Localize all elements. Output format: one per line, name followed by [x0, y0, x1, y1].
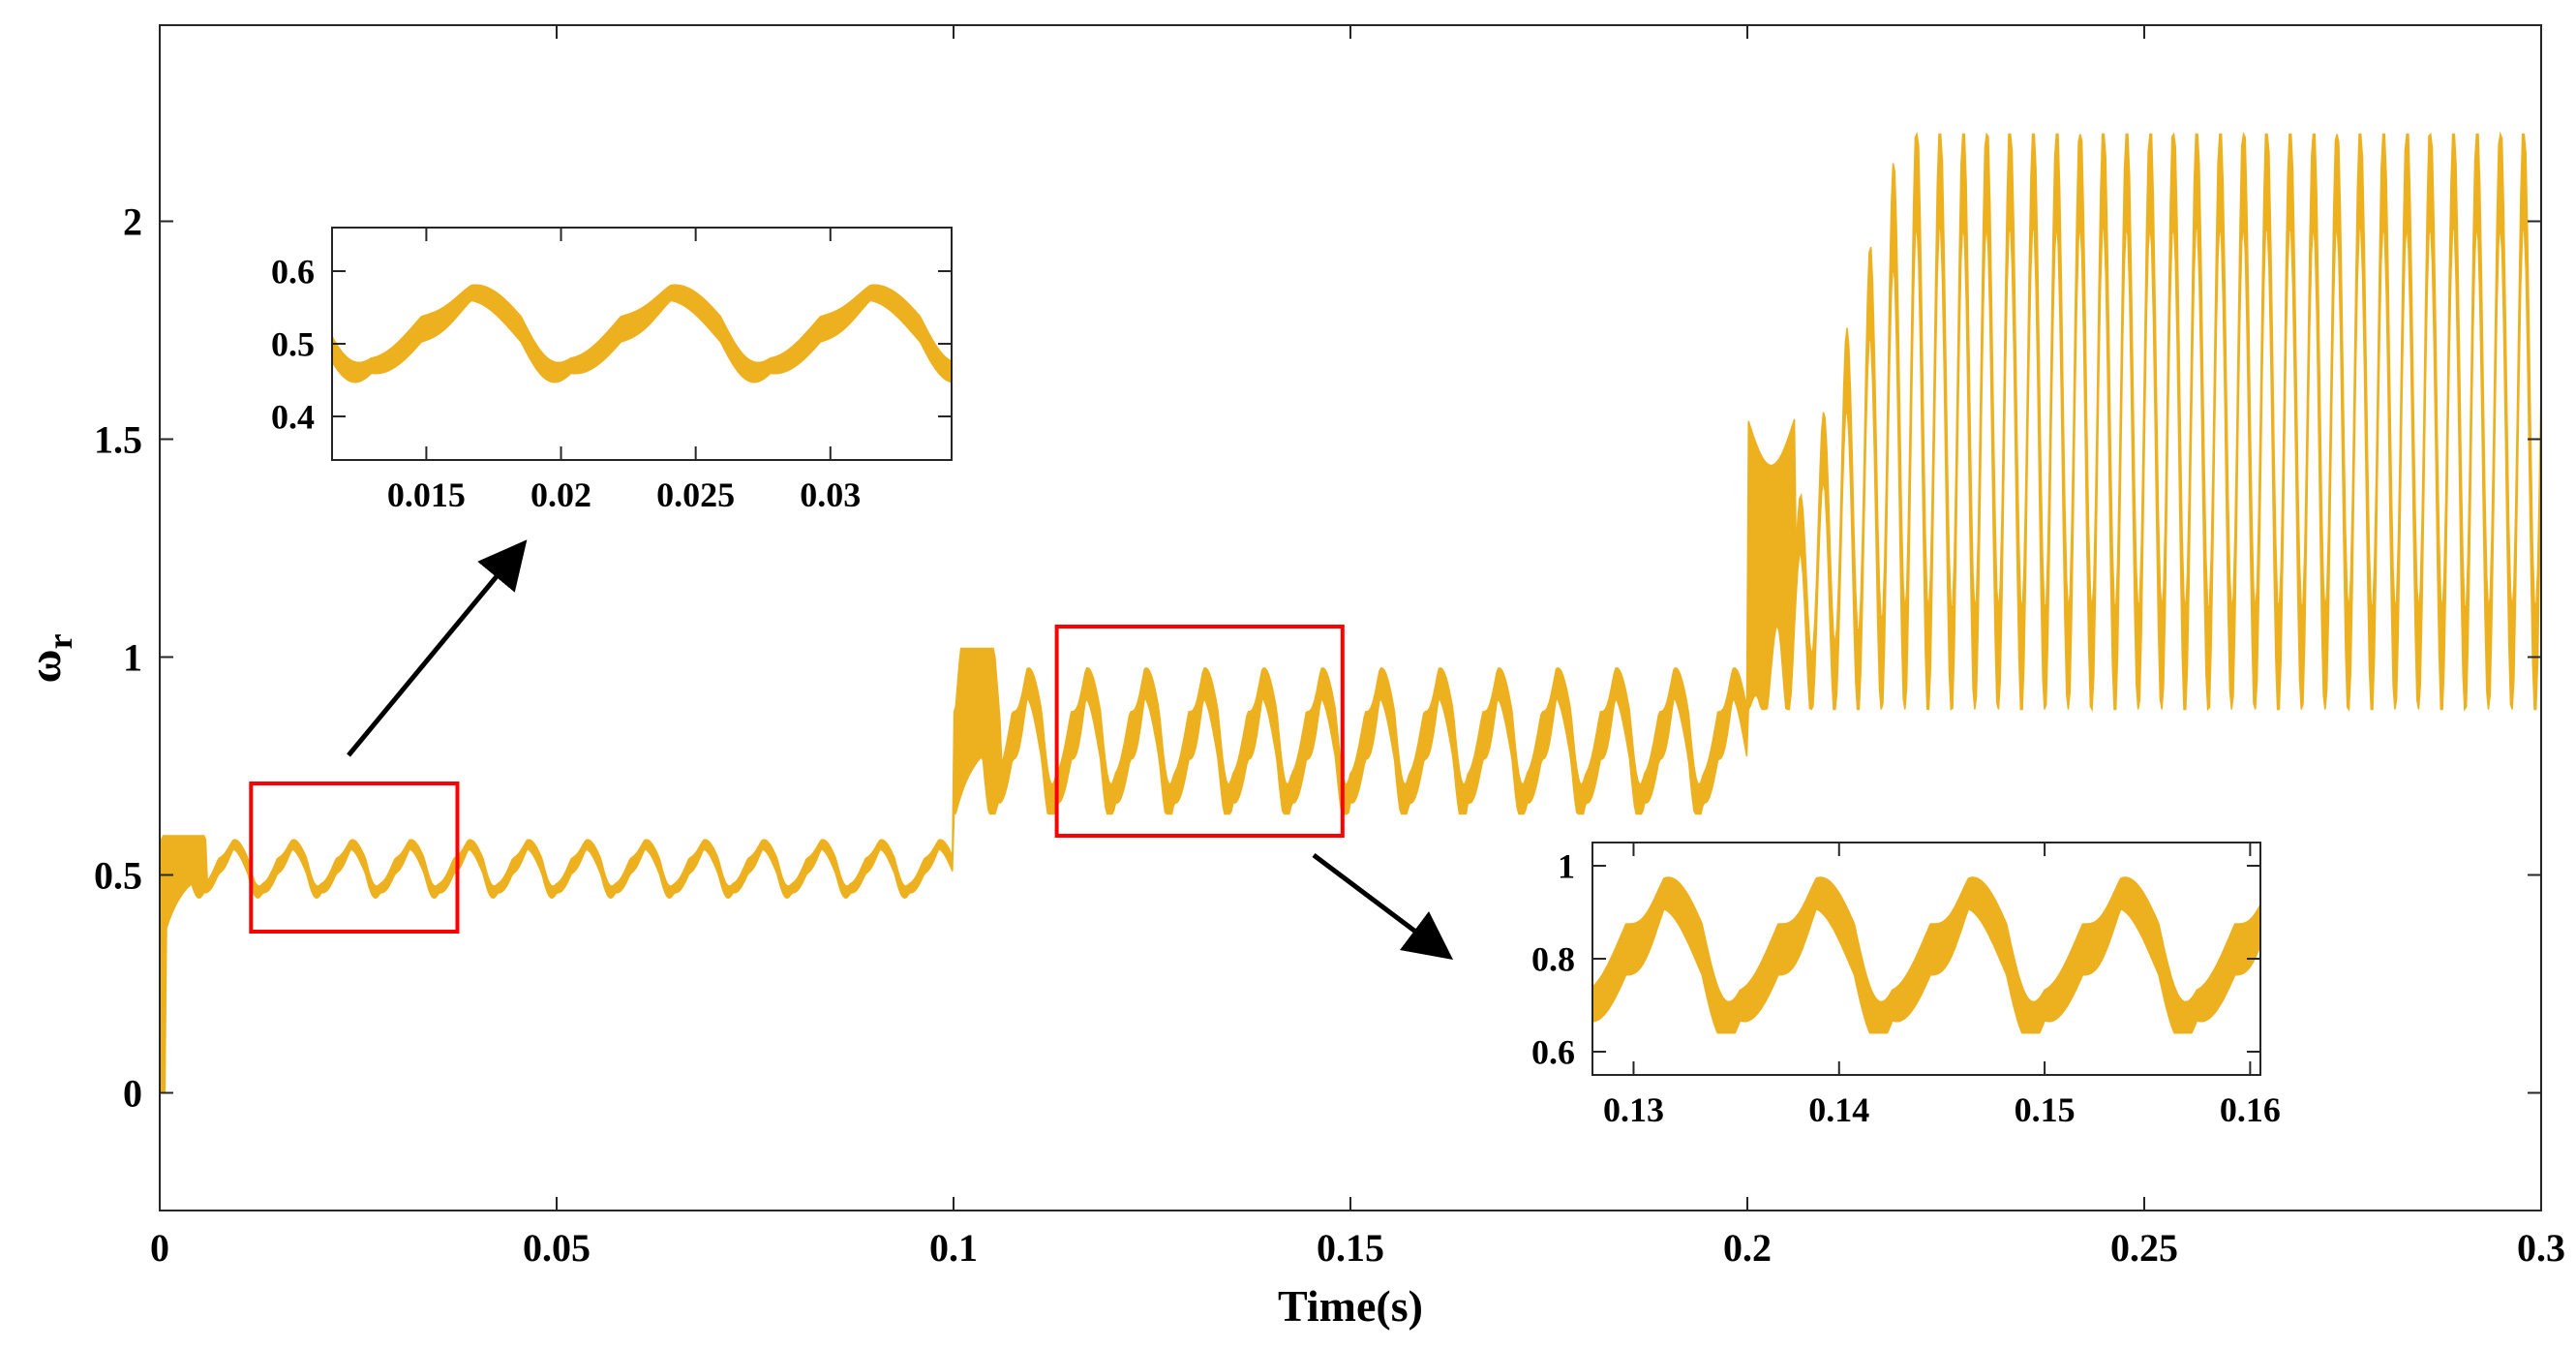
main-y-ticks: 0 0.5 1 1.5 2	[94, 200, 2541, 1116]
main-xtick-label-4: 0.2	[1723, 1226, 1772, 1270]
main-ytick-label-4: 2	[123, 200, 142, 244]
zoom-box-right	[1054, 625, 1345, 838]
main-x-ticks: 0 0.05 0.1 0.15 0.2 0.25 0.3	[150, 25, 2565, 1270]
inset-1-xtick-label-1: 0.02	[530, 475, 591, 514]
inset-2-xtick-label-2: 0.15	[2015, 1090, 2076, 1129]
inset-1-xtick-label-3: 0.03	[800, 475, 861, 514]
main-ytick-label-1: 0.5	[94, 854, 142, 898]
main-ytick-label-2: 1	[123, 636, 142, 680]
inset-1-x-ticks: 0.015 0.02 0.025 0.03	[387, 228, 861, 514]
main-xtick-label-5: 0.25	[2110, 1226, 2178, 1270]
inset-1-xtick-label-0: 0.015	[387, 475, 466, 514]
main-xtick-label-1: 0.05	[523, 1226, 591, 1270]
zoom-box-left	[249, 782, 460, 934]
inset-1-ytick-label-0: 0.4	[271, 398, 315, 437]
inset-2: 0.13 0.14 0.15 0.16 0.6 0.8 1	[1531, 842, 2281, 1129]
inset-1-ytick-label-1: 0.5	[271, 325, 315, 364]
inset-1-ytick-label-2: 0.6	[271, 253, 315, 291]
inset-1-background	[332, 228, 952, 460]
main-xtick-label-3: 0.15	[1317, 1226, 1384, 1270]
inset-2-ytick-label-1: 0.8	[1531, 940, 1575, 979]
inset-1-xtick-label-2: 0.025	[656, 475, 735, 514]
inset-2-ytick-label-2: 1	[1558, 847, 1575, 886]
y-axis-label: ωr	[19, 633, 79, 683]
inset-2-xtick-label-3: 0.16	[2220, 1090, 2281, 1129]
y-axis-label-main: ω	[19, 649, 71, 683]
inset-1-y-ticks: 0.4 0.5 0.6	[271, 253, 952, 437]
arrow-to-inset-2	[1312, 853, 1453, 960]
main-ytick-label-3: 1.5	[94, 418, 142, 462]
svg-text:ωr: ωr	[19, 633, 79, 683]
y-axis-label-subscript: r	[41, 633, 79, 649]
main-xtick-label-0: 0	[150, 1226, 169, 1270]
inset-1: 0.015 0.02 0.025 0.03 0.4 0.5 0.6	[271, 227, 953, 514]
inset-2-xtick-label-0: 0.13	[1603, 1090, 1664, 1129]
main-xtick-label-6: 0.3	[2517, 1226, 2565, 1270]
main-ytick-label-0: 0	[123, 1072, 142, 1116]
inset-2-x-ticks: 0.13 0.14 0.15 0.16	[1603, 843, 2281, 1129]
inset-2-y-ticks: 0.6 0.8 1	[1531, 847, 2260, 1072]
arrow-to-inset-1	[347, 539, 528, 757]
inset-2-xtick-label-1: 0.14	[1808, 1090, 1869, 1129]
main-plot: 0 0.05 0.1 0.15 0.2 0.25 0.3 0 0.5 1 1.5 2 Time(s)…	[19, 24, 2565, 1331]
main-xtick-label-2: 0.1	[929, 1226, 978, 1270]
x-axis-label: Time(s)	[1278, 1281, 1423, 1331]
inset-2-ytick-label-0: 0.6	[1531, 1033, 1575, 1072]
